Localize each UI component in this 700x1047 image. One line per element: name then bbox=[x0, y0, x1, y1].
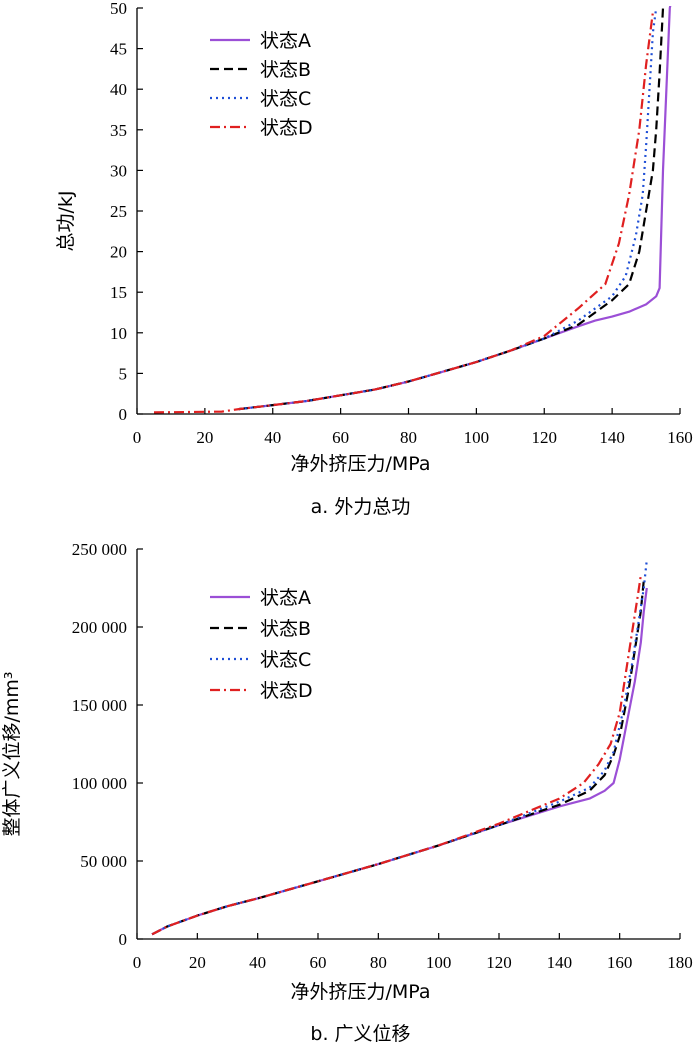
x-tick-label: 100 bbox=[464, 428, 490, 447]
y-tick-label: 10 bbox=[110, 324, 127, 343]
legend-label-1: 状态A bbox=[260, 30, 311, 52]
x-tick-label: 180 bbox=[667, 953, 693, 972]
x-axis-label: 净外挤压力/MPa bbox=[290, 453, 430, 475]
y-tick-label: 5 bbox=[119, 364, 128, 383]
chart-generalized-displacement: 0 20 40 60 80 100 120 140 160 180 0 50 000 100 000 15… bbox=[1, 540, 693, 1045]
x-tick-label: 20 bbox=[189, 953, 206, 972]
y-tick-label: 40 bbox=[110, 80, 127, 99]
y-axis-label: 整体广义位移/mm³ bbox=[1, 671, 23, 836]
figure-caption: a. 外力总功 bbox=[311, 496, 411, 518]
y-tick-label: 15 bbox=[110, 283, 127, 302]
x-tick-label: 120 bbox=[532, 428, 558, 447]
x-tick-label: 40 bbox=[264, 428, 281, 447]
y-tick-label: 200 000 bbox=[72, 618, 127, 637]
y-axis-label: 总功/kJ bbox=[55, 190, 77, 251]
x-tick-label: 160 bbox=[667, 428, 693, 447]
x-tick-label: 40 bbox=[249, 953, 266, 972]
series-line-3 bbox=[151, 559, 648, 936]
series-line-2 bbox=[151, 580, 645, 936]
x-tick-label: 20 bbox=[196, 428, 213, 447]
series-line-1 bbox=[151, 587, 648, 936]
y-tick-label: 30 bbox=[110, 161, 127, 180]
legend: 状态A 状态B 状态C 状态D bbox=[210, 30, 313, 139]
x-tick-label: 0 bbox=[133, 428, 142, 447]
x-tick-label: 100 bbox=[426, 953, 452, 972]
legend-label-4: 状态D bbox=[260, 117, 313, 139]
chart-total-work: 0 20 40 60 80 100 120 140 160 0 5 10 15 20 25 30 35 40 45 5… bbox=[55, 0, 693, 518]
x-tick-label: 80 bbox=[370, 953, 387, 972]
x-tick-label: 0 bbox=[133, 953, 142, 972]
y-tick-label: 20 bbox=[110, 243, 127, 262]
legend-label-2: 状态B bbox=[260, 59, 311, 81]
y-tick-label: 35 bbox=[110, 121, 127, 140]
y-tick-label: 150 000 bbox=[72, 696, 127, 715]
series-line-4 bbox=[151, 575, 642, 936]
series-group bbox=[153, 6, 672, 414]
y-tick-label: 0 bbox=[119, 405, 128, 424]
legend: 状态A 状态B 状态C 状态D bbox=[210, 587, 313, 702]
x-axis-label: 净外挤压力/MPa bbox=[290, 981, 430, 1003]
x-tick-label: 120 bbox=[486, 953, 512, 972]
x-tick-label: 160 bbox=[607, 953, 633, 972]
y-tick-label: 50 bbox=[110, 0, 127, 18]
legend-label-3: 状态C bbox=[260, 649, 311, 671]
figure-caption: b. 广义位移 bbox=[310, 1023, 410, 1045]
x-tick-label: 60 bbox=[310, 953, 327, 972]
x-tick-label: 140 bbox=[599, 428, 625, 447]
x-tick-label: 140 bbox=[547, 953, 573, 972]
y-tick-label: 50 000 bbox=[80, 852, 127, 871]
x-tick-label: 80 bbox=[400, 428, 417, 447]
x-tick-label: 60 bbox=[332, 428, 349, 447]
y-tick-label: 250 000 bbox=[72, 540, 127, 559]
legend-label-3: 状态C bbox=[260, 88, 311, 110]
legend-label-2: 状态B bbox=[260, 618, 311, 640]
y-tick-label: 25 bbox=[110, 202, 127, 221]
y-tick-label: 0 bbox=[119, 930, 128, 949]
legend-label-1: 状态A bbox=[260, 587, 311, 609]
series-group bbox=[151, 559, 648, 936]
y-tick-label: 45 bbox=[110, 40, 127, 59]
legend-label-4: 状态D bbox=[260, 680, 313, 702]
series-line-4 bbox=[153, 11, 654, 414]
y-tick-label: 100 000 bbox=[72, 774, 127, 793]
